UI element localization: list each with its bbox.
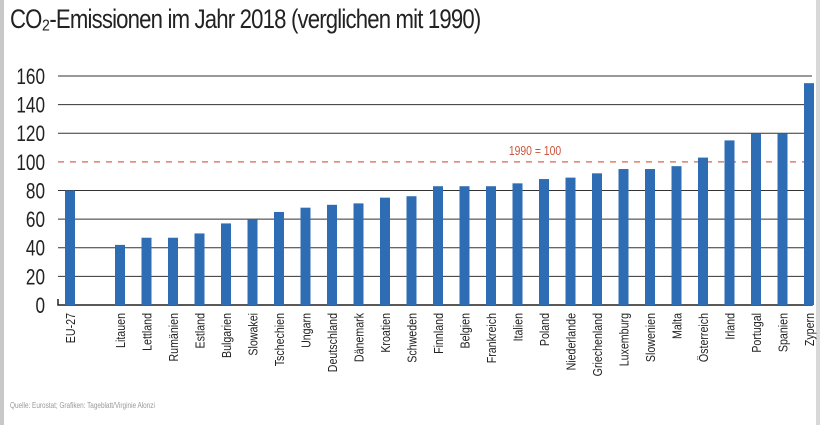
x-tick-label: Slowakei — [245, 313, 260, 356]
x-tick-label: Rumänien — [166, 313, 181, 362]
x-tick-label: Portugal — [749, 313, 764, 353]
bar — [300, 207, 311, 305]
y-tick-label: 80 — [26, 180, 45, 205]
x-tick-label: Kroatien — [378, 313, 393, 353]
x-tick-label: Irland — [722, 313, 737, 340]
bar — [645, 169, 655, 305]
bar — [751, 133, 761, 305]
y-tick-label: 60 — [26, 208, 45, 233]
bar — [221, 223, 231, 305]
y-tick-label: 0 — [35, 294, 45, 319]
x-tick-label: Spanien — [775, 313, 790, 352]
bar — [486, 186, 496, 305]
y-tick-label: 100 — [16, 151, 45, 176]
bar — [433, 186, 443, 305]
x-tick-label: Griechenland — [590, 313, 605, 376]
y-tick-label: 140 — [16, 94, 45, 119]
bar — [724, 140, 735, 305]
chart-title: CO₂-Emissionen im Jahr 2018 (verglichen … — [10, 4, 481, 34]
bar — [194, 233, 205, 305]
right-frame — [816, 0, 820, 425]
y-tick-label: 20 — [26, 265, 45, 290]
y-tick-label: 120 — [16, 122, 45, 147]
x-tick-label: Estland — [192, 313, 207, 349]
y-tick-label: 40 — [26, 237, 45, 262]
x-tick-label: Finnland — [431, 313, 446, 354]
x-tick-label: Litauen — [113, 313, 128, 348]
bar — [512, 183, 523, 305]
x-tick-label: Bulgarien — [219, 313, 234, 358]
bar — [539, 179, 549, 305]
x-tick-label: Österreich — [696, 313, 711, 362]
bar — [804, 83, 814, 305]
x-tick-label: Schweden — [404, 313, 419, 363]
bar — [592, 173, 602, 305]
x-tick-label: Frankreich — [484, 313, 499, 363]
y-tick-label: 160 — [16, 65, 45, 90]
x-tick-label: Malta — [669, 313, 684, 339]
bar — [115, 244, 125, 305]
x-tick-label: Poland — [537, 313, 552, 346]
bar — [406, 196, 417, 305]
bar — [565, 177, 576, 305]
bar — [327, 204, 337, 305]
x-tick-label: Niederlande — [563, 313, 578, 371]
bar — [777, 133, 788, 305]
bar — [671, 166, 682, 305]
x-tick-label: Ungarn — [298, 313, 313, 348]
x-tick-label: Zypern — [802, 313, 817, 346]
bar — [247, 219, 258, 305]
bar — [274, 211, 284, 305]
x-tick-label: Deutschland — [325, 313, 340, 372]
x-tick-label: Tschechien — [272, 313, 287, 366]
reference-label: 1990 = 100 — [509, 144, 562, 158]
x-tick-label: Lettland — [139, 313, 154, 351]
bar — [380, 197, 390, 305]
x-tick-label: Luxemburg — [616, 313, 631, 366]
bar — [698, 157, 708, 305]
bar — [353, 203, 364, 305]
x-tick-label: EU-27 — [63, 313, 78, 343]
x-tick-label: Dänemark — [351, 313, 366, 362]
bar — [141, 237, 152, 305]
left-frame — [0, 0, 4, 425]
bar — [168, 237, 178, 305]
bar — [618, 169, 629, 305]
x-tick-label: Italien — [510, 313, 525, 341]
x-tick-label: Belgien — [457, 313, 472, 349]
bar — [459, 186, 470, 305]
source-note: Quelle: Eurostat; Grafiken: Tageblatt/Vi… — [10, 401, 155, 410]
x-tick-label: Slowenien — [643, 313, 658, 362]
bar — [65, 190, 75, 305]
